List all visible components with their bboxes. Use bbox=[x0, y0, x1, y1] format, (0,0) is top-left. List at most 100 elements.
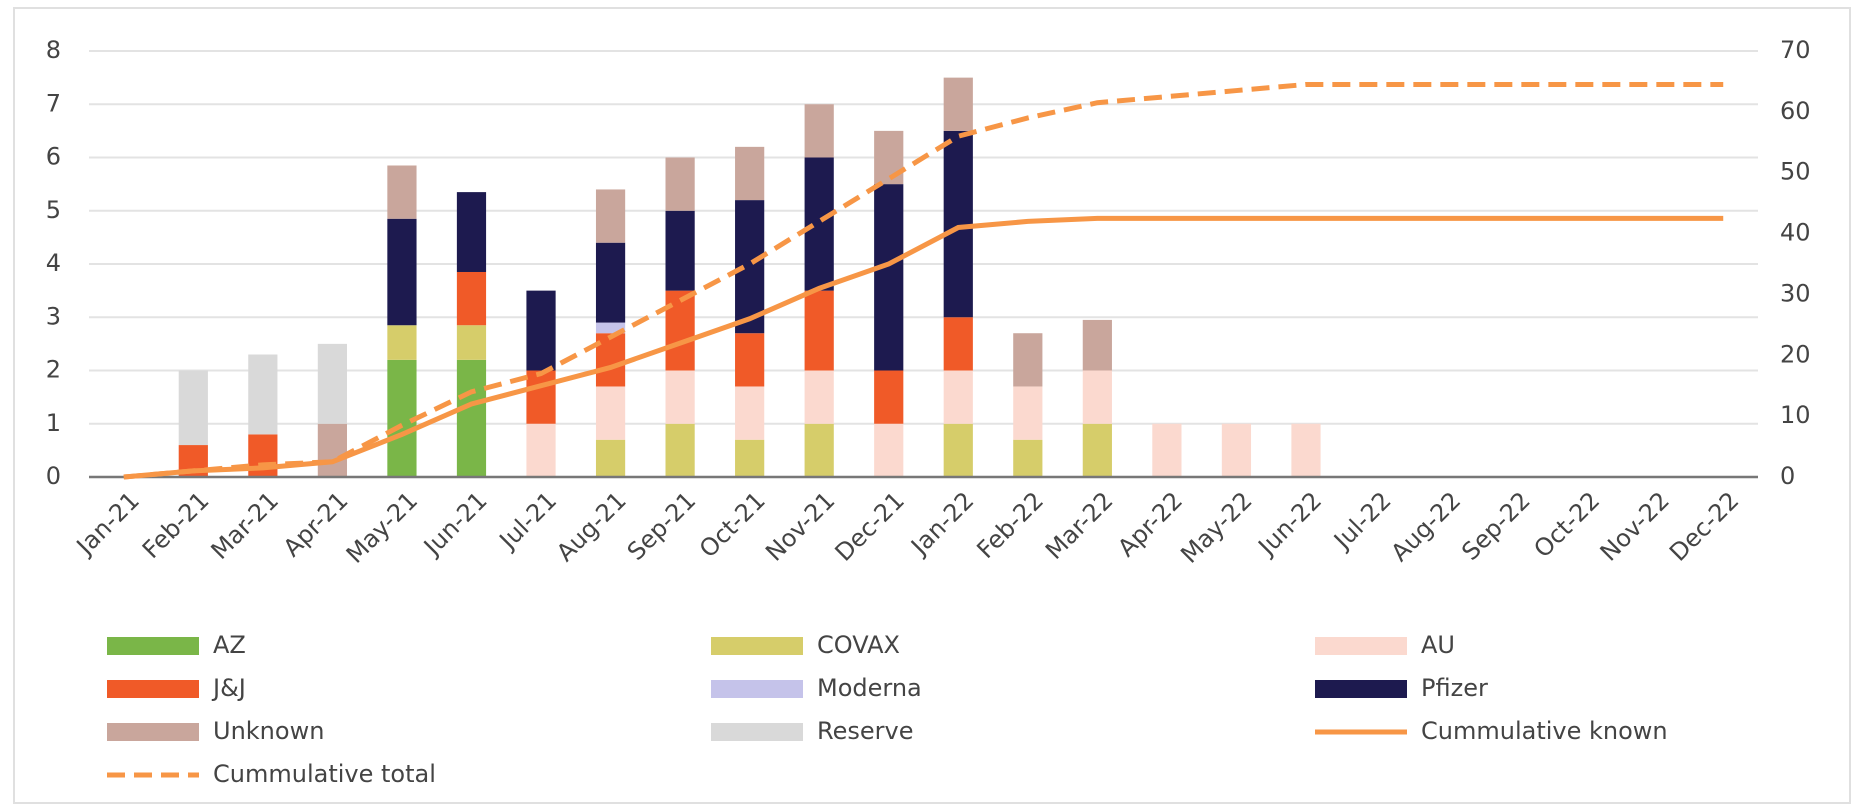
bar-segment bbox=[456, 359, 487, 477]
y-tick-label: 6 bbox=[46, 143, 61, 171]
bar-segment bbox=[595, 242, 626, 323]
bar-segment bbox=[178, 370, 208, 446]
bar-segment bbox=[943, 317, 973, 371]
bar-segment bbox=[735, 439, 765, 477]
bar-segment bbox=[317, 343, 347, 424]
bar-segment bbox=[665, 157, 695, 211]
y-tick-label: 7 bbox=[46, 89, 61, 117]
bar-segment bbox=[526, 423, 556, 477]
y-tick-label: 4 bbox=[46, 249, 61, 277]
bar-segment bbox=[1013, 333, 1043, 387]
y2-tick-label: 60 bbox=[1780, 97, 1811, 125]
x-tick-label: Feb-21 bbox=[137, 486, 215, 564]
x-tick-label: Mar-21 bbox=[206, 486, 284, 564]
x-tick-label: Sep-22 bbox=[1456, 486, 1536, 566]
legend-swatch bbox=[711, 680, 803, 698]
bar-segment bbox=[874, 423, 904, 477]
y2-tick-label: 40 bbox=[1780, 219, 1811, 247]
bar-segment bbox=[595, 386, 626, 440]
bar-segment bbox=[595, 322, 626, 334]
bar-segment bbox=[804, 157, 834, 291]
bar-segment bbox=[317, 423, 347, 477]
legend-swatch bbox=[107, 637, 199, 655]
y2-tick-label: 10 bbox=[1780, 401, 1811, 429]
y2-tick-label: 0 bbox=[1780, 462, 1795, 490]
bar-segment bbox=[943, 77, 973, 131]
x-tick-label: Aug-21 bbox=[551, 486, 632, 567]
bar-segment bbox=[387, 218, 417, 326]
bar-segment bbox=[665, 290, 695, 371]
bar-segment bbox=[665, 210, 695, 291]
bar-segment bbox=[804, 104, 834, 158]
bar-segment bbox=[735, 386, 765, 440]
bar-segment bbox=[943, 130, 973, 318]
x-tick-label: Jun-22 bbox=[1252, 486, 1327, 561]
bar-segment bbox=[1152, 423, 1182, 477]
bar-segment bbox=[456, 325, 487, 360]
bar-segment bbox=[1013, 439, 1043, 477]
bar-segment bbox=[735, 333, 765, 387]
bar-segment bbox=[665, 370, 695, 424]
bar-segment bbox=[387, 165, 417, 219]
x-tick-label: Jun-21 bbox=[417, 486, 492, 561]
x-tick-label: Feb-22 bbox=[971, 486, 1049, 564]
x-tick-label: May-21 bbox=[341, 486, 423, 568]
bar-segment bbox=[456, 271, 487, 326]
bar-segment bbox=[595, 333, 626, 387]
legend-swatch bbox=[711, 723, 803, 741]
legend-swatch bbox=[1315, 637, 1407, 655]
y-tick-label: 1 bbox=[46, 409, 61, 437]
bar-segment bbox=[1013, 386, 1043, 440]
bar-segment bbox=[735, 146, 765, 201]
legend-swatch bbox=[1315, 680, 1407, 698]
bar-segment bbox=[595, 439, 626, 477]
bar-segment bbox=[874, 130, 904, 185]
bar-segment bbox=[874, 370, 904, 424]
x-tick-label: Oct-22 bbox=[1528, 486, 1605, 563]
y-tick-label: 0 bbox=[46, 462, 61, 490]
x-tick-label: Dec-21 bbox=[830, 486, 910, 566]
bar-segment bbox=[804, 370, 834, 424]
x-tick-label: Jan-21 bbox=[70, 486, 145, 561]
x-tick-label: Sep-21 bbox=[622, 486, 702, 566]
x-tick-label: Oct-21 bbox=[694, 486, 771, 563]
bar-segment bbox=[943, 423, 973, 477]
legend-label: Cummulative total bbox=[213, 760, 436, 788]
legend-label: COVAX bbox=[817, 631, 900, 659]
x-tick-label: Aug-22 bbox=[1386, 486, 1467, 567]
y2-tick-label: 50 bbox=[1780, 158, 1811, 186]
bar-segment bbox=[665, 423, 695, 477]
x-tick-label: Mar-22 bbox=[1040, 486, 1118, 564]
y2-tick-label: 70 bbox=[1780, 36, 1811, 64]
x-tick-label: Jan-22 bbox=[904, 486, 979, 561]
x-tick-label: May-22 bbox=[1175, 486, 1257, 568]
legend-swatch bbox=[107, 723, 199, 741]
bar-segment bbox=[387, 325, 417, 360]
bar-segment bbox=[1082, 319, 1112, 371]
legend-label: Cummulative known bbox=[1421, 717, 1668, 745]
legend-label: Pfizer bbox=[1421, 674, 1488, 702]
bar-segment bbox=[526, 290, 556, 371]
bar-segment bbox=[804, 290, 834, 371]
x-tick-label: Nov-22 bbox=[1595, 486, 1675, 566]
bar-segment bbox=[1082, 423, 1112, 477]
bar-segment bbox=[804, 423, 834, 477]
y2-tick-label: 20 bbox=[1780, 340, 1811, 368]
bar-segment bbox=[943, 370, 973, 424]
y-tick-label: 5 bbox=[46, 196, 61, 224]
bar-segment bbox=[1082, 370, 1112, 424]
bar-segment bbox=[1221, 423, 1252, 477]
legend-label: Unknown bbox=[213, 717, 324, 745]
bar-segment bbox=[248, 354, 278, 435]
line-series bbox=[123, 81, 1724, 480]
bar-segment bbox=[874, 184, 904, 371]
y-tick-label: 2 bbox=[46, 356, 61, 384]
y-tick-label: 8 bbox=[46, 36, 61, 64]
legend-label: Reserve bbox=[817, 717, 913, 745]
bar-segment bbox=[595, 189, 626, 243]
bar-segment bbox=[456, 192, 487, 272]
line-series bbox=[123, 215, 1724, 480]
x-tick-label: Nov-21 bbox=[760, 486, 840, 566]
legend-label: Moderna bbox=[817, 674, 922, 702]
